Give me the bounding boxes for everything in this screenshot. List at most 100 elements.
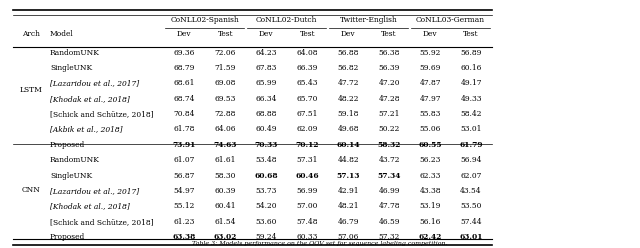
Text: 74.63: 74.63 bbox=[214, 141, 237, 149]
Text: 68.61: 68.61 bbox=[173, 79, 195, 87]
Text: 67.83: 67.83 bbox=[255, 64, 277, 72]
Text: Test: Test bbox=[218, 30, 233, 38]
Text: 53.19: 53.19 bbox=[419, 202, 441, 210]
Text: 57.21: 57.21 bbox=[378, 110, 400, 118]
Text: 57.48: 57.48 bbox=[296, 218, 318, 226]
Text: 63.38: 63.38 bbox=[173, 233, 196, 241]
Text: 53.73: 53.73 bbox=[255, 187, 277, 195]
Text: 60.49: 60.49 bbox=[255, 125, 277, 133]
Text: 50.22: 50.22 bbox=[378, 125, 400, 133]
Text: 70.33: 70.33 bbox=[255, 141, 278, 149]
Text: 72.06: 72.06 bbox=[214, 49, 236, 57]
Text: RandomUNK: RandomUNK bbox=[50, 49, 100, 57]
Text: 56.88: 56.88 bbox=[337, 49, 359, 57]
Text: 48.21: 48.21 bbox=[337, 202, 359, 210]
Text: Dev: Dev bbox=[423, 30, 437, 38]
Text: 60.39: 60.39 bbox=[214, 187, 236, 195]
Text: 61.54: 61.54 bbox=[214, 218, 236, 226]
Text: 60.55: 60.55 bbox=[419, 141, 442, 149]
Text: 71.59: 71.59 bbox=[214, 64, 236, 72]
Text: 56.23: 56.23 bbox=[419, 156, 441, 164]
Text: 56.39: 56.39 bbox=[378, 64, 400, 72]
Text: 58.30: 58.30 bbox=[214, 172, 236, 180]
Text: 59.69: 59.69 bbox=[419, 64, 441, 72]
Text: SingleUNK: SingleUNK bbox=[50, 172, 92, 180]
Text: 57.00: 57.00 bbox=[296, 202, 318, 210]
Text: 56.82: 56.82 bbox=[337, 64, 359, 72]
Text: 62.42: 62.42 bbox=[419, 233, 442, 241]
Text: 47.87: 47.87 bbox=[419, 79, 441, 87]
Text: 64.23: 64.23 bbox=[255, 49, 277, 57]
Text: Test: Test bbox=[381, 30, 397, 38]
Text: 65.43: 65.43 bbox=[296, 79, 318, 87]
Text: 46.59: 46.59 bbox=[378, 218, 400, 226]
Text: 56.99: 56.99 bbox=[296, 187, 318, 195]
Text: 63.01: 63.01 bbox=[460, 233, 483, 241]
Text: 59.18: 59.18 bbox=[337, 110, 359, 118]
Text: SingleUNK: SingleUNK bbox=[50, 64, 92, 72]
Text: 53.60: 53.60 bbox=[255, 218, 277, 226]
Text: Proposed: Proposed bbox=[50, 233, 85, 241]
Text: 55.92: 55.92 bbox=[419, 49, 441, 57]
Text: 54.97: 54.97 bbox=[173, 187, 195, 195]
Text: 61.61: 61.61 bbox=[214, 156, 236, 164]
Text: 57.32: 57.32 bbox=[378, 233, 400, 241]
Text: CoNLL02-Dutch: CoNLL02-Dutch bbox=[256, 16, 317, 24]
Text: 47.20: 47.20 bbox=[378, 79, 400, 87]
Text: 61.23: 61.23 bbox=[173, 218, 195, 226]
Text: 55.83: 55.83 bbox=[419, 110, 441, 118]
Text: 65.99: 65.99 bbox=[255, 79, 277, 87]
Text: 53.01: 53.01 bbox=[460, 125, 482, 133]
Text: 60.14: 60.14 bbox=[337, 141, 360, 149]
Text: Table 3: Models performance on the OOV set for sequence labeling competition.: Table 3: Models performance on the OOV s… bbox=[192, 241, 448, 246]
Text: LSTM: LSTM bbox=[20, 87, 43, 94]
Text: Proposed: Proposed bbox=[50, 141, 85, 149]
Text: 62.07: 62.07 bbox=[460, 172, 482, 180]
Text: 57.13: 57.13 bbox=[337, 172, 360, 180]
Text: 43.72: 43.72 bbox=[378, 156, 400, 164]
Text: [Khodak et al., 2018]: [Khodak et al., 2018] bbox=[50, 202, 130, 210]
Text: 58.32: 58.32 bbox=[378, 141, 401, 149]
Text: CNN: CNN bbox=[22, 186, 41, 194]
Text: 57.44: 57.44 bbox=[460, 218, 482, 226]
Text: 60.41: 60.41 bbox=[214, 202, 236, 210]
Text: 68.74: 68.74 bbox=[173, 95, 195, 103]
Text: 49.68: 49.68 bbox=[337, 125, 359, 133]
Text: 72.88: 72.88 bbox=[214, 110, 236, 118]
Text: 57.06: 57.06 bbox=[337, 233, 359, 241]
Text: 70.12: 70.12 bbox=[296, 141, 319, 149]
Text: 69.36: 69.36 bbox=[173, 49, 195, 57]
Text: 47.28: 47.28 bbox=[378, 95, 400, 103]
Text: 60.33: 60.33 bbox=[296, 233, 318, 241]
Text: 56.87: 56.87 bbox=[173, 172, 195, 180]
Text: 69.53: 69.53 bbox=[214, 95, 236, 103]
Text: 57.34: 57.34 bbox=[378, 172, 401, 180]
Text: 64.06: 64.06 bbox=[214, 125, 236, 133]
Text: Dev: Dev bbox=[177, 30, 191, 38]
Text: 56.94: 56.94 bbox=[460, 156, 482, 164]
Text: 43.38: 43.38 bbox=[419, 187, 441, 195]
Text: 69.08: 69.08 bbox=[214, 79, 236, 87]
Text: 46.79: 46.79 bbox=[337, 218, 359, 226]
Text: [Lazaridou et al., 2017]: [Lazaridou et al., 2017] bbox=[50, 79, 139, 87]
Text: 47.72: 47.72 bbox=[337, 79, 359, 87]
Text: 62.33: 62.33 bbox=[419, 172, 441, 180]
Text: [Schick and Schütze, 2018]: [Schick and Schütze, 2018] bbox=[50, 218, 154, 226]
Text: 49.33: 49.33 bbox=[460, 95, 482, 103]
Text: Dev: Dev bbox=[259, 30, 273, 38]
Text: 49.17: 49.17 bbox=[460, 79, 482, 87]
Text: 55.12: 55.12 bbox=[173, 202, 195, 210]
Text: Arch: Arch bbox=[22, 30, 40, 38]
Text: [Schick and Schütze, 2018]: [Schick and Schütze, 2018] bbox=[50, 110, 154, 118]
Text: Model: Model bbox=[50, 30, 74, 38]
Text: 42.91: 42.91 bbox=[337, 187, 359, 195]
Text: 47.97: 47.97 bbox=[419, 95, 441, 103]
Text: 56.16: 56.16 bbox=[419, 218, 441, 226]
Text: 43.54: 43.54 bbox=[460, 187, 482, 195]
Text: 66.39: 66.39 bbox=[296, 64, 318, 72]
Text: RandomUNK: RandomUNK bbox=[50, 156, 100, 164]
Text: 57.31: 57.31 bbox=[296, 156, 318, 164]
Text: 61.07: 61.07 bbox=[173, 156, 195, 164]
Text: Twitter-English: Twitter-English bbox=[340, 16, 397, 24]
Text: Test: Test bbox=[300, 30, 315, 38]
